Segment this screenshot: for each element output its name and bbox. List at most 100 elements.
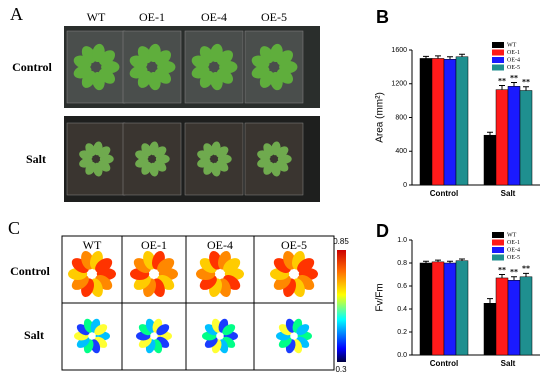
bar (519, 276, 533, 356)
error-bar (435, 259, 441, 262)
colorbar (337, 250, 346, 362)
leaf (296, 324, 310, 336)
leaf (137, 46, 152, 64)
y-tick-label: 0 (403, 182, 407, 189)
panel-label: D (376, 221, 389, 241)
pot (66, 122, 126, 196)
y-tick-label: 0.0 (397, 352, 407, 359)
leaf (197, 157, 211, 168)
leaf (191, 65, 210, 79)
panel-label: B (376, 7, 389, 27)
leaf (79, 157, 93, 168)
bar (455, 56, 469, 186)
pot (122, 122, 182, 196)
error-bar (459, 258, 465, 261)
error-bar (423, 260, 429, 263)
y-tick-label: 0.4 (397, 306, 407, 313)
leaf (222, 324, 236, 336)
bar (443, 59, 457, 186)
error-bar (487, 298, 493, 304)
legend-label: OE-1 (507, 50, 520, 56)
leaf (154, 50, 171, 66)
legend-swatch (492, 232, 504, 238)
leaf (251, 65, 270, 79)
y-tick-label: 400 (395, 148, 407, 155)
leaf (95, 258, 113, 273)
leaf (81, 46, 96, 64)
column-label: OE-4 (207, 238, 233, 252)
leaf (216, 146, 229, 158)
bar (419, 58, 433, 186)
column-label: OE-1 (139, 10, 165, 24)
legend-swatch (492, 247, 504, 253)
y-tick-label: 0.6 (397, 283, 407, 290)
significance: ** (522, 264, 530, 273)
y-tick-label: 1600 (391, 47, 407, 54)
pot (244, 122, 304, 196)
leaf (223, 258, 241, 273)
legend-label: OE-4 (507, 57, 520, 63)
legend-swatch (492, 239, 504, 246)
bar (507, 280, 521, 356)
bar (431, 261, 445, 356)
leaf (94, 324, 108, 336)
x-tick-label: Control (430, 359, 458, 368)
leaf (257, 157, 271, 168)
error-bar (435, 55, 441, 59)
y-tick-label: 0.8 (397, 260, 407, 267)
leaf (199, 46, 214, 64)
legend-swatch (492, 42, 504, 48)
column-label: OE-1 (141, 238, 167, 252)
leaf (73, 65, 92, 79)
significance: ** (522, 78, 530, 87)
leaf (156, 324, 170, 336)
bar (483, 303, 497, 356)
column-label: OE-5 (261, 10, 287, 24)
leaf (216, 50, 233, 66)
leaf (98, 50, 115, 66)
leaf (259, 46, 274, 64)
legend-swatch (492, 64, 504, 71)
bar (483, 134, 497, 186)
leaf (129, 65, 148, 79)
bar (519, 90, 533, 186)
y-axis-label: Fv/Fm (375, 283, 386, 311)
bar (507, 86, 521, 186)
leaf (135, 157, 149, 168)
legend-label: OE-1 (507, 240, 520, 246)
error-bar (499, 84, 505, 90)
column-label: OE-5 (281, 238, 307, 252)
column-label: OE-4 (201, 10, 227, 24)
y-axis-label: Area (mm²) (375, 92, 386, 143)
bar (431, 58, 445, 186)
legend-swatch (492, 254, 504, 261)
leaf (203, 143, 214, 157)
error-bar (459, 53, 465, 57)
leaf (276, 146, 289, 158)
error-bar (523, 86, 529, 91)
leaf (276, 50, 293, 66)
x-tick-label: Salt (501, 189, 516, 198)
leaf (141, 143, 152, 157)
legend-swatch (492, 57, 504, 63)
error-bar (447, 260, 453, 263)
colorbar-min: 0.3 (335, 365, 347, 374)
x-tick-label: Salt (501, 359, 516, 368)
error-bar (523, 272, 529, 277)
error-bar (511, 276, 517, 281)
significance: ** (498, 265, 506, 274)
error-bar (487, 131, 493, 136)
leaf (157, 258, 175, 273)
row-label: Salt (26, 152, 46, 166)
error-bar (511, 81, 517, 87)
bar (419, 262, 433, 356)
pot (184, 122, 244, 196)
bar (495, 89, 509, 186)
legend-label: OE-5 (507, 65, 520, 71)
significance: ** (498, 76, 506, 85)
bar (495, 277, 509, 356)
row-label: Control (10, 264, 50, 278)
row-label: Salt (24, 328, 44, 342)
leaf (85, 143, 96, 157)
error-bar (447, 56, 453, 60)
